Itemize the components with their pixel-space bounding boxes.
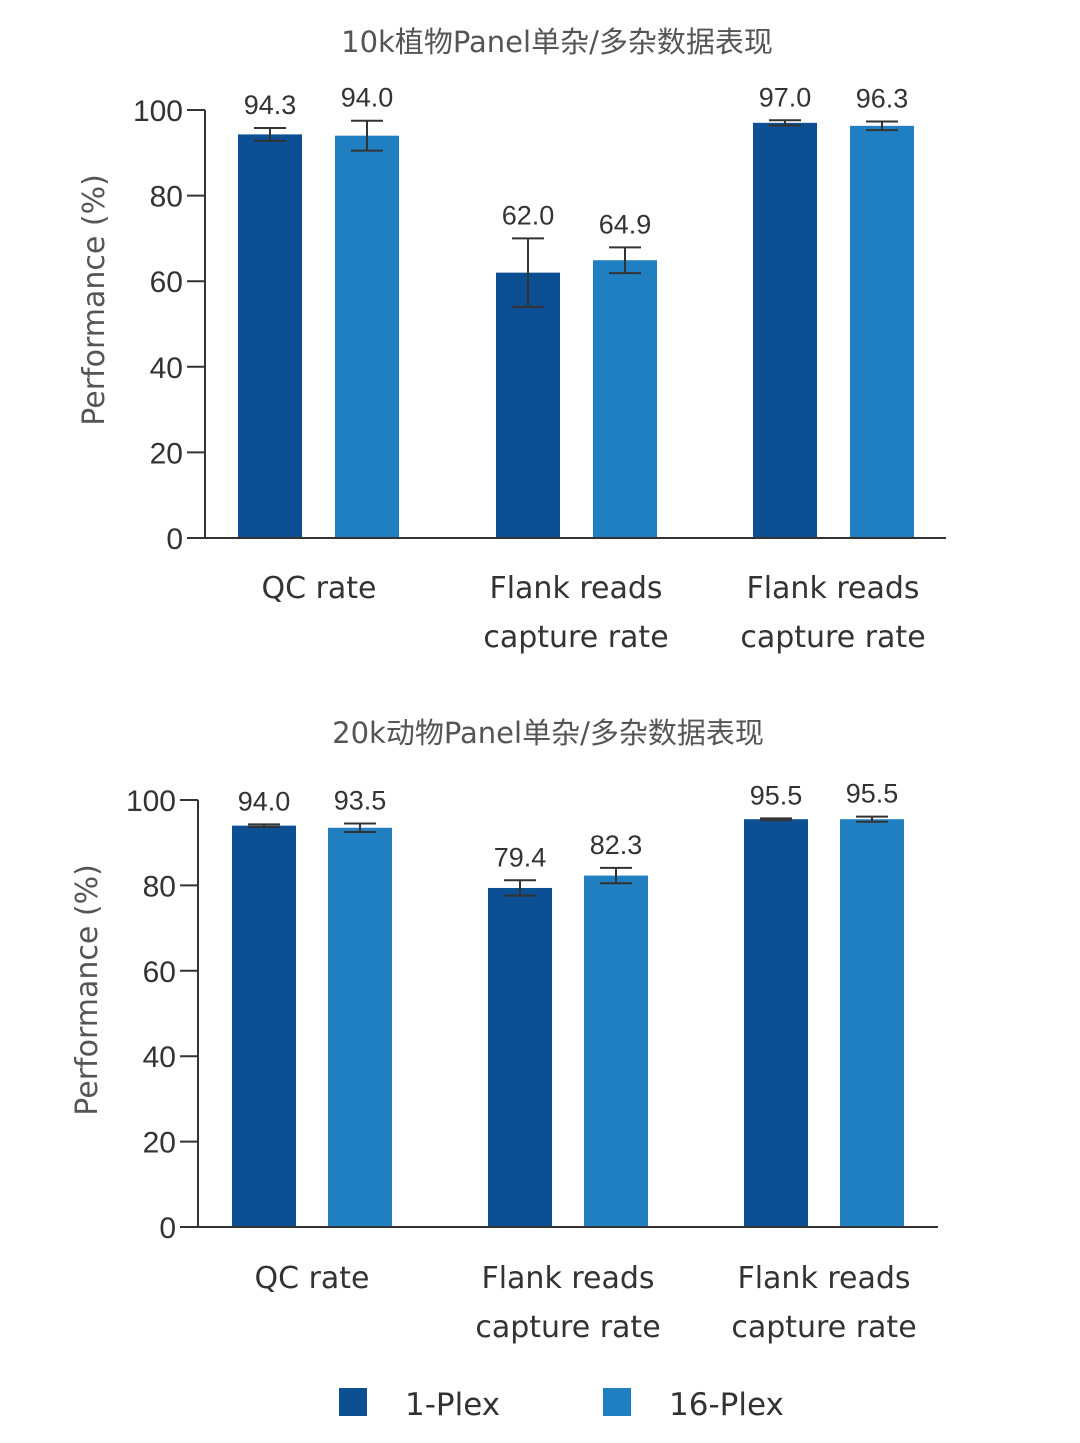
- category-label: Flank reads: [737, 1261, 910, 1296]
- chart-title: 20k动物Panel单杂/多杂数据表现: [332, 716, 764, 750]
- data-label: 62.0: [502, 200, 555, 230]
- bar-16-plex: [335, 135, 399, 538]
- data-label: 94.0: [238, 786, 291, 816]
- data-label: 97.0: [759, 82, 812, 112]
- data-label: 64.9: [599, 209, 652, 239]
- chart-10k-plant: 10k植物Panel单杂/多杂数据表现 Performance (%) 0 20 4…: [77, 25, 946, 655]
- data-label: 82.3: [590, 830, 643, 860]
- y-tick-label: 60: [143, 956, 176, 989]
- y-tick-label: 80: [143, 870, 176, 903]
- category-label-line2: capture rate: [483, 620, 668, 655]
- y-axis-label: Performance (%): [77, 174, 112, 426]
- y-tick-label: 100: [126, 785, 176, 818]
- y-tick-label: 0: [166, 523, 183, 556]
- y-tick-label: 40: [150, 352, 183, 385]
- bar-16-plex: [584, 875, 648, 1227]
- data-label: 79.4: [494, 842, 547, 872]
- data-label: 95.5: [846, 779, 899, 809]
- y-tick-label: 60: [150, 266, 183, 299]
- category-label-line2: capture rate: [731, 1310, 916, 1345]
- category-label: QC rate: [261, 571, 376, 606]
- chart-title: 10k植物Panel单杂/多杂数据表现: [341, 25, 773, 59]
- bar-1-plex: [753, 122, 817, 538]
- y-axis-label: Performance (%): [70, 864, 105, 1116]
- data-label: 96.3: [856, 84, 909, 114]
- category-label: QC rate: [254, 1261, 369, 1296]
- legend-label-16-plex: 16-Plex: [669, 1387, 784, 1423]
- legend-swatch-1-plex: [339, 1388, 367, 1416]
- chart-20k-animal: 20k动物Panel单杂/多杂数据表现 Performance (%) 0 20 4…: [70, 716, 938, 1345]
- category-label: Flank reads: [746, 571, 919, 606]
- y-tick-label: 20: [150, 437, 183, 470]
- bar-1-plex: [496, 272, 560, 538]
- legend-swatch-16-plex: [603, 1388, 631, 1416]
- bar-1-plex: [238, 134, 302, 538]
- y-tick-label: 20: [143, 1127, 176, 1160]
- data-label: 94.0: [341, 83, 394, 113]
- legend: 1-Plex 16-Plex: [339, 1387, 784, 1423]
- category-label-line2: capture rate: [740, 620, 925, 655]
- data-label: 93.5: [334, 785, 387, 815]
- category-label: Flank reads: [481, 1261, 654, 1296]
- y-tick-label: 0: [159, 1212, 176, 1245]
- data-label: 95.5: [750, 780, 803, 810]
- bar-16-plex: [328, 827, 392, 1227]
- y-tick-label: 80: [150, 181, 183, 214]
- bar-16-plex: [840, 819, 904, 1227]
- bar-1-plex: [744, 819, 808, 1227]
- category-label-line2: capture rate: [475, 1310, 660, 1345]
- legend-label-1-plex: 1-Plex: [405, 1387, 500, 1423]
- y-tick-label: 40: [143, 1041, 176, 1074]
- category-label: Flank reads: [489, 571, 662, 606]
- bar-1-plex: [488, 887, 552, 1227]
- bar-16-plex: [850, 125, 914, 538]
- bar-16-plex: [593, 260, 657, 538]
- y-tick-label: 100: [133, 95, 183, 128]
- data-label: 94.3: [244, 90, 297, 120]
- bar-1-plex: [232, 825, 296, 1227]
